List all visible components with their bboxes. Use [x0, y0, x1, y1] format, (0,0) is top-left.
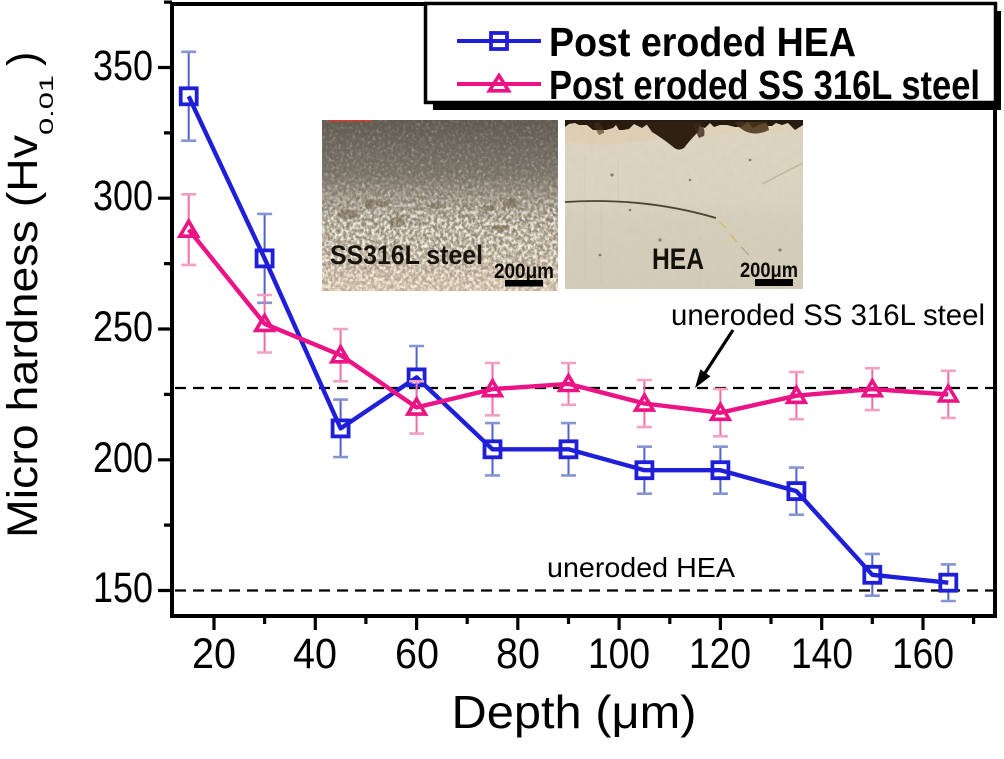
svg-text:300: 300: [93, 172, 153, 220]
svg-text:20: 20: [192, 630, 236, 678]
svg-text:200: 200: [93, 434, 153, 482]
svg-text:350: 350: [93, 42, 153, 90]
svg-text:HEA: HEA: [652, 243, 704, 276]
svg-text:120: 120: [689, 630, 751, 678]
svg-text:150: 150: [93, 564, 153, 612]
svg-text:uneroded HEA: uneroded HEA: [547, 552, 735, 583]
svg-text:40: 40: [293, 630, 337, 678]
svg-text:60: 60: [395, 630, 439, 678]
svg-text:Micro hardness (Hv0.01): Micro hardness (Hv0.01): [0, 52, 58, 538]
svg-text:Depth (μm): Depth (μm): [452, 686, 697, 738]
svg-text:100: 100: [588, 630, 650, 678]
svg-text:Post eroded HEA: Post eroded HEA: [549, 19, 856, 65]
svg-text:160: 160: [892, 630, 954, 678]
svg-text:200μm: 200μm: [494, 260, 554, 283]
svg-text:200μm: 200μm: [740, 259, 798, 282]
svg-text:140: 140: [791, 630, 853, 678]
svg-text:uneroded SS 316L steel: uneroded SS 316L steel: [671, 299, 985, 332]
svg-text:SS316L steel: SS316L steel: [330, 240, 483, 270]
svg-text:250: 250: [93, 303, 153, 351]
svg-text:80: 80: [496, 630, 540, 678]
svg-text:Post eroded SS 316L steel: Post eroded SS 316L steel: [549, 62, 980, 108]
